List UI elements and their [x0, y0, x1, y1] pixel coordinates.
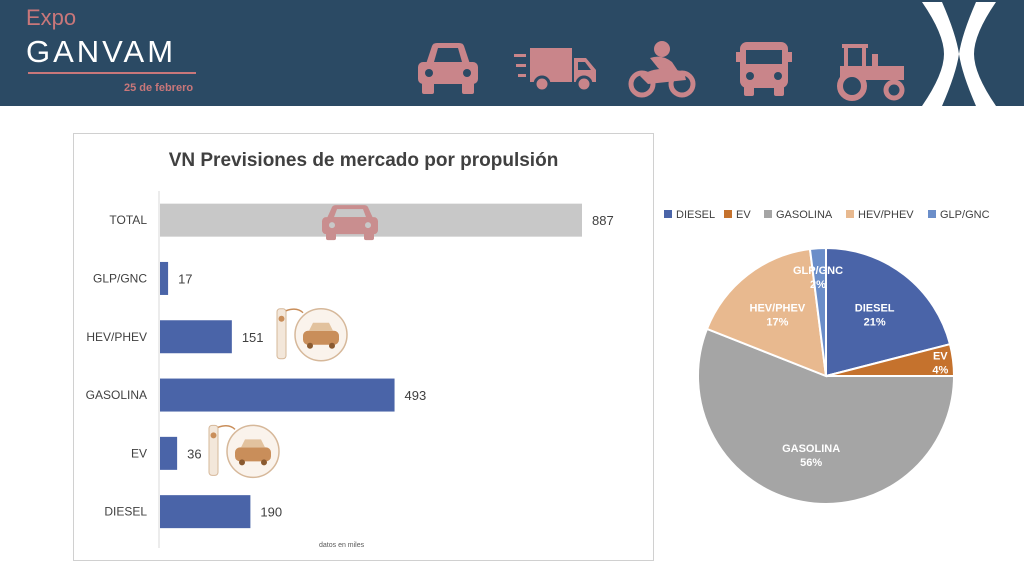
bar-chart-panel: VN Previsiones de mercado por propulsión… [73, 133, 654, 561]
header-banner: Expo GANVAM 25 de febrero [0, 0, 1024, 106]
legend-swatch-glp-gnc [928, 210, 936, 218]
truck-icon [514, 48, 596, 93]
value-label-gasolina: 493 [405, 388, 427, 403]
category-label-total: TOTAL [109, 213, 147, 227]
value-label-total: 887 [592, 213, 614, 228]
legend-item-ev: EV [724, 209, 751, 221]
category-label-glp-gnc: GLP/GNC [93, 271, 147, 285]
value-label-hev-phev: 151 [242, 330, 264, 345]
logo-underline [28, 72, 196, 74]
bar-glp-gnc [160, 261, 169, 295]
total-car-icon [322, 205, 378, 241]
legend-swatch-gasolina [764, 210, 772, 218]
logo-ganvam-text: GANVAM [26, 34, 177, 69]
legend-item-glp-gnc: GLP/GNC [928, 209, 990, 221]
legend-label-glp-gnc: GLP/GNC [940, 209, 990, 221]
pie-label-glp-gnc: GLP/GNC [793, 265, 843, 277]
x-logo-icon [922, 2, 996, 106]
logo-expo-text: Expo [26, 5, 77, 30]
pie-slice-diesel [825, 246, 952, 378]
legend-label-ev: EV [736, 209, 751, 221]
bar-hev-phev [160, 320, 232, 354]
bar-chart: TOTAL 887 GLP/GNC 17 HEV/PHEV 151 GASOLINA 493 E… [86, 191, 614, 548]
category-label-ev: EV [131, 446, 147, 460]
pie-slice-gasolina [697, 327, 956, 505]
legend-swatch-hev-phev [846, 210, 854, 218]
pie-legend: DIESEL EV GASOLINA HEV/PHEV GLP/GNC [664, 209, 990, 221]
bar-ev [160, 436, 178, 470]
hybrid-charger-icon [276, 308, 348, 362]
pie-percent-diesel: 21% [864, 316, 886, 328]
legend-item-hev-phev: HEV/PHEV [846, 209, 914, 221]
event-date: 25 de febrero [124, 82, 194, 94]
tractor-icon [837, 44, 905, 101]
bus-icon [736, 42, 792, 96]
pie-percent-ev: 4% [932, 365, 948, 377]
car-icon [418, 43, 478, 94]
pie-label-gasolina: GASOLINA [782, 443, 840, 455]
pie-label-hev-phev: HEV/PHEV [750, 302, 806, 314]
category-label-hev-phev: HEV/PHEV [86, 330, 147, 344]
pie-percent-hev-phev: 17% [766, 316, 788, 328]
bar-chart-title: VN Previsiones de mercado por propulsión [168, 150, 559, 171]
legend-label-gasolina: GASOLINA [776, 209, 833, 221]
legend-item-gasolina: GASOLINA [764, 209, 833, 221]
category-label-gasolina: GASOLINA [86, 388, 147, 402]
legend-swatch-ev [724, 210, 732, 218]
footnote: datos en miles [319, 542, 365, 549]
pie-label-ev: EV [933, 351, 948, 363]
legend-label-diesel: DIESEL [676, 209, 715, 221]
bar-gasolina [160, 378, 395, 412]
category-label-diesel: DIESEL [104, 505, 147, 519]
ev-charger-icon [208, 424, 280, 479]
pie-percent-glp-gnc: 2% [810, 279, 826, 291]
value-label-diesel: 190 [260, 505, 282, 520]
value-label-glp-gnc: 17 [178, 271, 192, 286]
legend-item-diesel: DIESEL [664, 209, 715, 221]
pie-chart: DIESEL EV GASOLINA HEV/PHEV GLP/GNC DIESEL 21… [664, 209, 990, 505]
legend-label-hev-phev: HEV/PHEV [858, 209, 914, 221]
pie-percent-gasolina: 56% [800, 457, 822, 469]
pie-slice-glp-gnc [808, 246, 827, 377]
value-label-ev: 36 [187, 446, 201, 461]
pie-label-diesel: DIESEL [855, 302, 895, 314]
bar-diesel [160, 495, 251, 529]
motorcycle-icon [628, 41, 696, 98]
pie-slice-hev-phev [705, 247, 828, 378]
legend-swatch-diesel [664, 210, 672, 218]
